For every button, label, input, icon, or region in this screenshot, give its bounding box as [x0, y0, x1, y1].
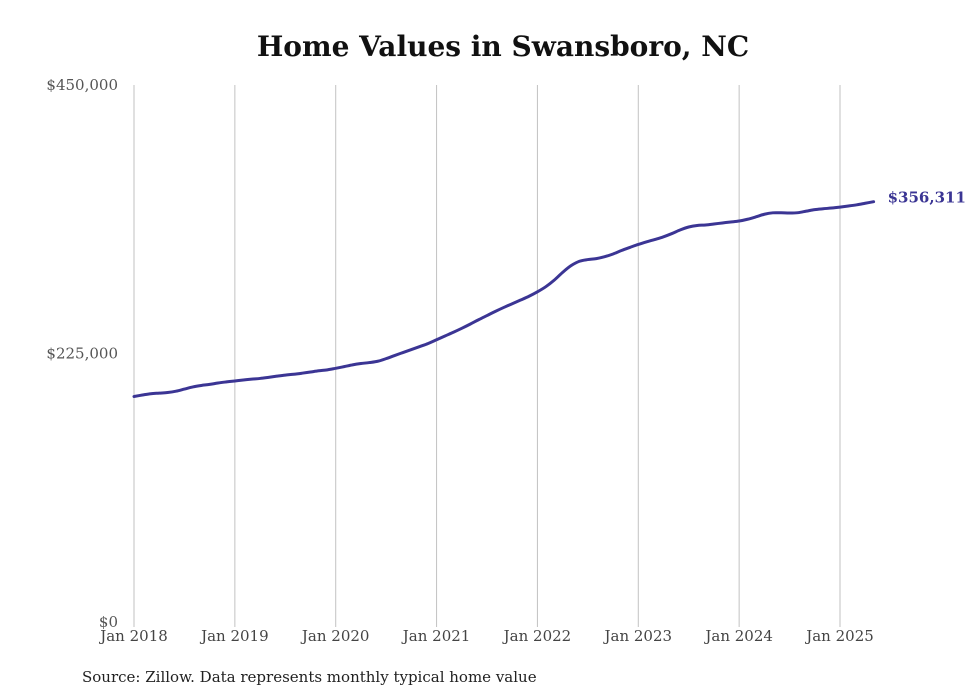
y-axis-tick-labels: $0 $225,000 $450,000: [46, 76, 118, 631]
x-tick-label: Jan 2023: [603, 627, 673, 645]
x-axis-tick-labels: Jan 2018 Jan 2019 Jan 2020 Jan 2021 Jan 2022…: [98, 627, 874, 645]
chart-title: Home Values in Swansboro, NC: [256, 30, 750, 63]
x-tick-label: Jan 2018: [98, 627, 168, 645]
source-note: Source: Zillow. Data represents monthly …: [82, 668, 537, 686]
y-tick-label: $450,000: [46, 76, 118, 94]
y-tick-label: $0: [99, 613, 118, 631]
x-tick-label: Jan 2025: [804, 627, 874, 645]
x-tick-label: Jan 2022: [502, 627, 572, 645]
x-tick-label: Jan 2024: [703, 627, 773, 645]
series-line: [132, 200, 876, 398]
end-value-label: $356,311: [888, 189, 966, 207]
x-tick-label: Jan 2019: [199, 627, 269, 645]
line-chart: $0$225,000$450,000 Jan 2018 Jan 2019 Jan 2…: [46, 76, 966, 645]
x-tick-label: Jan 2020: [300, 627, 370, 645]
x-tick-label: Jan 2021: [401, 627, 471, 645]
y-tick-label: $225,000: [46, 345, 118, 363]
series-layer: $356,311: [132, 189, 966, 398]
vertical-gridlines: [133, 85, 841, 627]
